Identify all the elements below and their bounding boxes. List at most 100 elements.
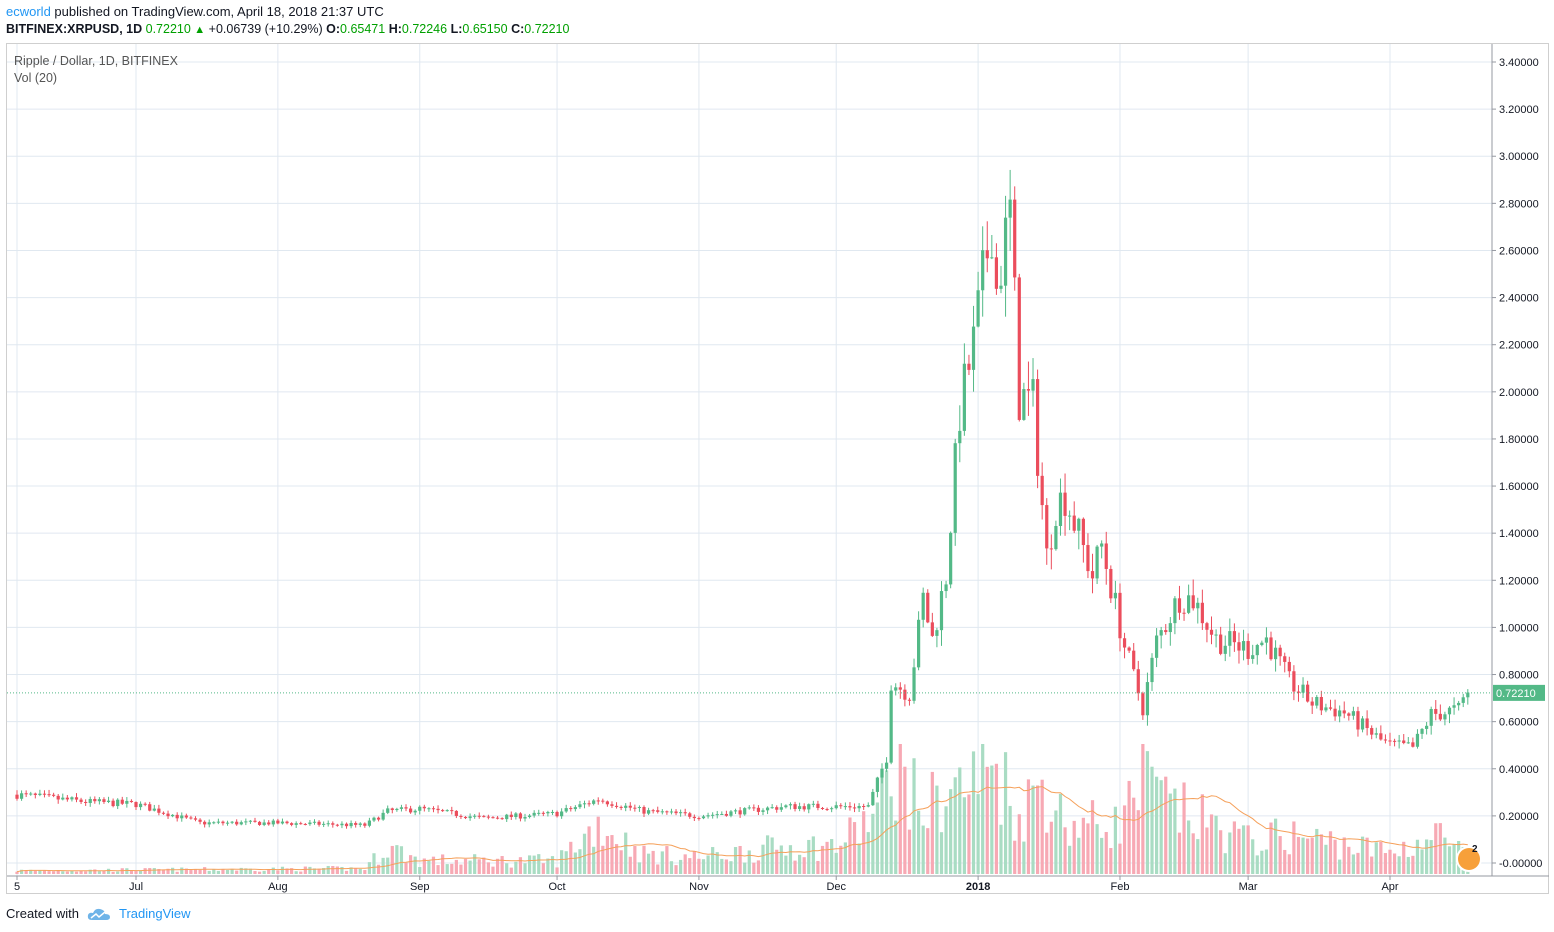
candle-body xyxy=(1443,714,1447,720)
candle-body xyxy=(376,817,381,820)
volume-bar xyxy=(1351,854,1355,874)
candle-body xyxy=(500,818,504,820)
candle-body xyxy=(344,823,349,827)
candle-body xyxy=(1319,697,1323,711)
volume-bar xyxy=(290,868,294,874)
volume-bar xyxy=(79,870,83,874)
volume-bar xyxy=(1164,776,1168,874)
volume-bar xyxy=(770,837,774,874)
low-label: L: xyxy=(450,22,463,36)
volume-bar xyxy=(267,869,271,874)
candle-body xyxy=(47,794,51,796)
candle-body xyxy=(1415,733,1420,747)
candle-body xyxy=(216,821,220,823)
volume-bar xyxy=(862,811,866,874)
volume-bar xyxy=(56,870,60,874)
tradingview-cloud-icon xyxy=(87,908,110,920)
volume-bar xyxy=(262,871,266,874)
candle-body xyxy=(290,823,294,825)
volume-indicator-label[interactable]: Vol (20) xyxy=(14,71,58,85)
candle-body xyxy=(1447,707,1452,715)
volume-bar xyxy=(798,854,802,874)
candle-body xyxy=(335,824,339,826)
candle-body xyxy=(308,822,312,825)
candle-body xyxy=(441,810,445,812)
candle-body xyxy=(729,811,733,816)
candle-body xyxy=(116,799,120,807)
candle-body xyxy=(93,798,97,802)
candle-body xyxy=(235,821,239,825)
candle-body xyxy=(592,800,596,804)
volume-bar xyxy=(1264,849,1269,874)
candle-body xyxy=(1136,669,1140,694)
candle-body xyxy=(765,807,770,811)
candle-body xyxy=(880,768,884,778)
candle-body xyxy=(230,821,234,823)
candle-body xyxy=(962,363,966,431)
volume-bars xyxy=(15,744,1470,874)
volume-bar xyxy=(656,864,660,874)
candle-body xyxy=(1191,595,1195,609)
candle-body xyxy=(1420,728,1424,734)
candle-body xyxy=(560,811,564,817)
candle-body xyxy=(1127,647,1131,651)
candle-body xyxy=(541,812,545,814)
grid-lines xyxy=(7,44,1492,876)
candle-body xyxy=(88,798,92,803)
volume-bar xyxy=(1374,842,1378,874)
candle-body xyxy=(495,817,500,819)
volume-bar xyxy=(637,862,642,874)
volume-bar xyxy=(230,869,234,874)
candle-body xyxy=(56,795,60,800)
candle-body xyxy=(450,810,454,812)
volume-bar xyxy=(546,858,550,874)
candle-body xyxy=(1347,713,1351,716)
candle-body xyxy=(340,823,344,826)
volume-bar xyxy=(1425,839,1429,874)
volume-bar xyxy=(1191,833,1195,874)
candle-body xyxy=(1100,543,1104,547)
candle-body xyxy=(747,807,751,809)
volume-bar xyxy=(1232,821,1236,874)
x-tick-label: Aug xyxy=(268,881,288,893)
volume-bar xyxy=(1200,794,1204,874)
candle-body xyxy=(399,807,404,809)
candle-body xyxy=(97,799,101,802)
price-axis: 3.40000 3.20000 3.00000 2.80000 2.60000 2.400… xyxy=(1491,44,1542,876)
volume-bar xyxy=(138,871,143,874)
candle-body xyxy=(1058,492,1063,527)
candle-body xyxy=(303,823,307,825)
candle-body xyxy=(1150,657,1154,683)
candle-body xyxy=(1241,641,1246,651)
candle-body xyxy=(816,803,820,808)
volume-bar xyxy=(1360,836,1365,874)
candle-body xyxy=(184,815,188,818)
volume-bar xyxy=(1438,823,1442,874)
author-link[interactable]: ecworld xyxy=(6,4,51,19)
volume-bar xyxy=(514,861,518,874)
events-flag-icon[interactable]: 2 xyxy=(1458,844,1480,870)
candle-body xyxy=(331,823,335,825)
volume-bar xyxy=(84,871,88,874)
candle-body xyxy=(212,822,216,824)
volume-bar xyxy=(747,850,751,874)
candle-body xyxy=(180,815,184,819)
candle-body xyxy=(628,805,632,808)
volume-bar xyxy=(413,856,417,874)
candle-body xyxy=(1054,526,1058,550)
high-label: H: xyxy=(388,22,402,36)
volume-bar xyxy=(1251,839,1255,874)
volume-bar xyxy=(981,744,985,874)
candle-body xyxy=(1200,602,1204,624)
candle-body xyxy=(1017,277,1021,420)
candle-body xyxy=(189,817,193,819)
candle-body xyxy=(1081,518,1085,546)
candle-body xyxy=(981,250,985,291)
candle-body xyxy=(985,250,989,259)
candle-body xyxy=(38,793,42,795)
volume-bar xyxy=(390,845,394,874)
candle-body xyxy=(1356,711,1360,730)
tradingview-link[interactable]: TradingView xyxy=(118,906,191,921)
volume-bar xyxy=(1406,856,1410,874)
